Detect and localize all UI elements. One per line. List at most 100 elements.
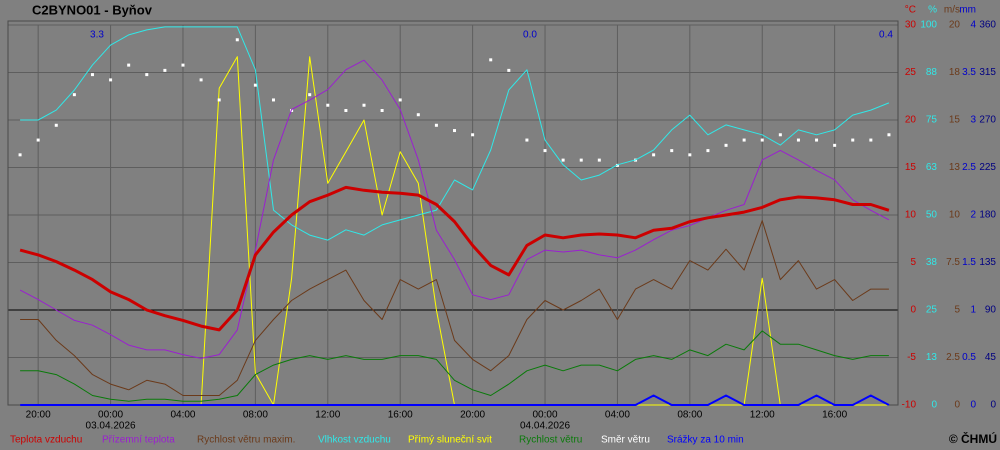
y-tick-label: 20 [905,115,917,126]
direction-dot [90,73,94,77]
y-tick-label: 63 [926,162,938,173]
direction-dot [199,78,203,82]
series-line [20,26,890,241]
direction-dot [308,93,312,97]
annotation: 3.3 [90,30,104,41]
y-tick-label: 15 [905,162,917,173]
x-tick-label: 16:00 [388,410,413,421]
y-tick-label: 15 [949,115,961,126]
y-tick-label: 2.5 [962,162,976,173]
x-tick-label: 00:00 [533,410,558,421]
y-tick-label: 4 [970,20,976,31]
direction-dot [525,138,529,142]
y-tick-label: -10 [902,400,917,411]
y-tick-label: 50 [926,210,938,221]
direction-dot [760,138,764,142]
direction-dot [561,158,565,162]
y-tick-label: 5 [910,257,916,268]
axis-label: °C [905,5,916,16]
y-tick-label: 180 [979,210,996,221]
direction-dot [615,163,619,167]
direction-dot [163,68,167,72]
direction-dot [489,58,493,62]
x-tick-label: 20:00 [26,410,51,421]
direction-dot [851,138,855,142]
y-tick-label: 3 [970,115,976,126]
axis-label: m/s [944,5,960,16]
y-tick-label: 45 [985,352,997,363]
direction-dot [181,63,185,67]
direction-dot [380,109,384,112]
y-tick-label: 20 [949,20,961,31]
legend-item: Rychlost větru maxim. [197,435,295,446]
y-tick-label: 0 [910,305,916,316]
direction-dot [54,123,58,127]
y-tick-label: 10 [949,210,961,221]
direction-dot [18,153,22,157]
direction-dot [543,149,547,153]
x-tick-label: 04:00 [605,410,630,421]
x-tick-label: 16:00 [822,410,847,421]
annotation: 0.4 [879,30,893,41]
y-tick-label: 7.5 [946,257,960,268]
y-tick-label: 38 [926,257,938,268]
y-tick-label: 2.5 [946,352,960,363]
legend-item: Rychlost větru [519,435,582,446]
x-tick-label: 08:00 [243,410,268,421]
direction-dot [724,143,728,147]
legend-item: Srážky za 10 min [667,435,744,446]
axis-label: % [928,5,937,16]
series-line [19,185,890,332]
legend-item: Přízemní teplota [102,435,175,446]
direction-dot [217,98,221,102]
direction-dot [434,123,438,127]
x-tick-label: 20:00 [460,410,485,421]
series-line [20,394,890,406]
direction-dot [507,68,511,72]
direction-dot [344,109,348,112]
y-tick-label: 88 [926,67,938,78]
direction-dot [36,138,40,142]
y-tick-label: 5 [954,305,960,316]
direction-dot [253,83,257,87]
y-tick-label: 0 [931,400,937,411]
y-tick-label: 0 [970,400,976,411]
direction-dot [815,138,819,142]
direction-dot [362,103,366,107]
x-tick-label: 00:00 [98,410,123,421]
y-tick-label: 315 [979,67,996,78]
series-line [20,220,889,396]
series-line [20,330,889,402]
direction-dot [833,143,837,147]
y-tick-label: 10 [905,210,917,221]
x-tick-label: 04:00 [170,410,195,421]
x-tick-label: 08:00 [677,410,702,421]
direction-dot [416,113,420,117]
legend-item: Vlhkost vzduchu [318,435,391,446]
direction-dot [398,98,402,102]
direction-dot [235,38,239,42]
series-line [19,59,890,359]
legend-item: Přímý sluneční svit [408,435,492,446]
y-tick-label: 360 [979,20,996,31]
legend-item: Směr větru [601,435,650,446]
y-tick-label: -5 [907,352,916,363]
x-date-label: 03.04.2026 [86,421,136,432]
direction-dot [869,138,873,142]
direction-dot [109,78,113,82]
y-tick-label: 18 [949,67,961,78]
direction-dot [326,103,330,107]
y-tick-label: 100 [920,20,937,31]
y-tick-label: 0.5 [962,352,976,363]
direction-dot [453,129,457,133]
axis-label: mm [959,5,976,16]
y-tick-label: 25 [905,67,917,78]
y-tick-label: 25 [926,305,938,316]
annotation: 0.0 [523,30,537,41]
x-tick-label: 12:00 [750,410,775,421]
direction-dot [127,63,131,67]
y-tick-label: 30 [905,20,917,31]
